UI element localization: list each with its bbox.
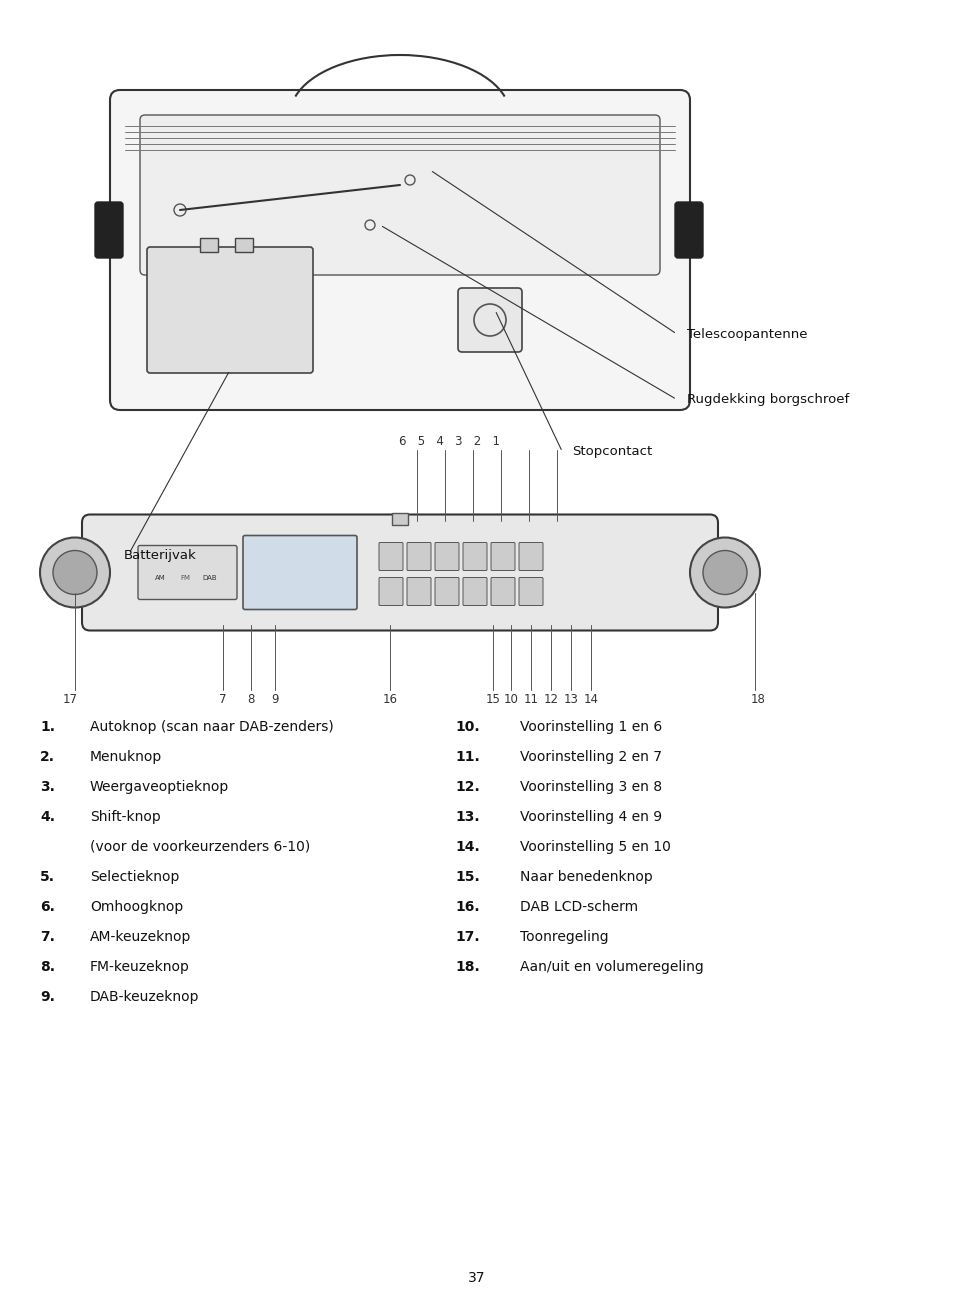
Text: 17.: 17.	[455, 930, 479, 945]
Circle shape	[689, 537, 760, 608]
Text: 18: 18	[750, 693, 764, 706]
Text: Stopcontact: Stopcontact	[572, 445, 652, 458]
Text: FM: FM	[180, 575, 190, 582]
Text: Shift-knop: Shift-knop	[90, 810, 161, 824]
Text: 6.: 6.	[40, 900, 55, 914]
FancyBboxPatch shape	[435, 578, 458, 605]
Text: 3.: 3.	[40, 779, 55, 794]
FancyBboxPatch shape	[138, 545, 236, 600]
FancyBboxPatch shape	[491, 578, 515, 605]
Text: 9: 9	[271, 693, 278, 706]
Text: DAB-keuzeknop: DAB-keuzeknop	[90, 990, 199, 1003]
FancyBboxPatch shape	[243, 536, 356, 609]
Circle shape	[702, 550, 746, 595]
Text: 14.: 14.	[455, 840, 479, 854]
Text: 9.: 9.	[40, 990, 55, 1003]
Text: 14: 14	[583, 693, 598, 706]
Text: 1.: 1.	[40, 721, 55, 734]
Text: 15.: 15.	[455, 870, 479, 884]
Text: 12.: 12.	[455, 779, 479, 794]
Text: Rugdekking borgschroef: Rugdekking borgschroef	[686, 393, 848, 406]
Text: Voorinstelling 5 en 10: Voorinstelling 5 en 10	[519, 840, 670, 854]
Text: Voorinstelling 3 en 8: Voorinstelling 3 en 8	[519, 779, 661, 794]
FancyBboxPatch shape	[140, 115, 659, 275]
FancyBboxPatch shape	[110, 90, 689, 410]
Text: 10: 10	[503, 693, 517, 706]
Text: Toonregeling: Toonregeling	[519, 930, 608, 945]
Text: 11: 11	[523, 693, 537, 706]
Text: 18.: 18.	[455, 960, 479, 975]
FancyBboxPatch shape	[491, 542, 515, 570]
Text: DAB: DAB	[202, 575, 217, 582]
Text: Weergaveoptieknop: Weergaveoptieknop	[90, 779, 229, 794]
Text: Batterijvak: Batterijvak	[124, 549, 196, 562]
Text: 13.: 13.	[455, 810, 479, 824]
Bar	[200, 238, 218, 252]
Text: 4.: 4.	[40, 810, 55, 824]
FancyBboxPatch shape	[82, 515, 718, 630]
Text: (voor de voorkeurzenders 6-10): (voor de voorkeurzenders 6-10)	[90, 840, 310, 854]
FancyBboxPatch shape	[147, 248, 313, 373]
Bar	[392, 512, 408, 524]
Text: 17: 17	[63, 693, 77, 706]
Text: Aan/uit en volumeregeling: Aan/uit en volumeregeling	[519, 960, 703, 975]
FancyBboxPatch shape	[378, 578, 402, 605]
FancyBboxPatch shape	[407, 542, 431, 570]
Text: 16: 16	[382, 693, 397, 706]
Text: Menuknop: Menuknop	[90, 751, 162, 764]
Text: 16.: 16.	[455, 900, 479, 914]
Text: FM-keuzeknop: FM-keuzeknop	[90, 960, 190, 975]
FancyBboxPatch shape	[675, 202, 702, 258]
Text: Telescoopantenne: Telescoopantenne	[686, 328, 806, 341]
Text: DAB LCD-scherm: DAB LCD-scherm	[519, 900, 638, 914]
Text: 6   5   4   3   2   1: 6 5 4 3 2 1	[399, 435, 500, 448]
Text: Naar benedenknop: Naar benedenknop	[519, 870, 652, 884]
Text: 15: 15	[485, 693, 500, 706]
Text: 2.: 2.	[40, 751, 55, 764]
Text: Voorinstelling 2 en 7: Voorinstelling 2 en 7	[519, 751, 661, 764]
FancyBboxPatch shape	[95, 202, 123, 258]
FancyBboxPatch shape	[407, 578, 431, 605]
Text: 5.: 5.	[40, 870, 55, 884]
Circle shape	[53, 550, 97, 595]
Text: Autoknop (scan naar DAB-zenders): Autoknop (scan naar DAB-zenders)	[90, 721, 334, 734]
Text: 11.: 11.	[455, 751, 479, 764]
Text: AM-keuzeknop: AM-keuzeknop	[90, 930, 192, 945]
FancyBboxPatch shape	[378, 542, 402, 570]
Text: 8.: 8.	[40, 960, 55, 975]
Text: Voorinstelling 1 en 6: Voorinstelling 1 en 6	[519, 721, 661, 734]
FancyBboxPatch shape	[462, 578, 486, 605]
Bar	[234, 238, 253, 252]
Text: AM: AM	[154, 575, 165, 582]
Text: Omhoogknop: Omhoogknop	[90, 900, 183, 914]
Text: 10.: 10.	[455, 721, 479, 734]
FancyBboxPatch shape	[457, 288, 521, 352]
FancyBboxPatch shape	[518, 578, 542, 605]
Text: 13: 13	[563, 693, 578, 706]
Text: 12: 12	[543, 693, 558, 706]
FancyBboxPatch shape	[435, 542, 458, 570]
Text: 8: 8	[247, 693, 254, 706]
Text: 37: 37	[468, 1271, 485, 1285]
Text: Voorinstelling 4 en 9: Voorinstelling 4 en 9	[519, 810, 661, 824]
Text: 7: 7	[219, 693, 227, 706]
Circle shape	[40, 537, 110, 608]
Text: Selectieknop: Selectieknop	[90, 870, 179, 884]
FancyBboxPatch shape	[518, 542, 542, 570]
Text: 7.: 7.	[40, 930, 55, 945]
FancyBboxPatch shape	[462, 542, 486, 570]
